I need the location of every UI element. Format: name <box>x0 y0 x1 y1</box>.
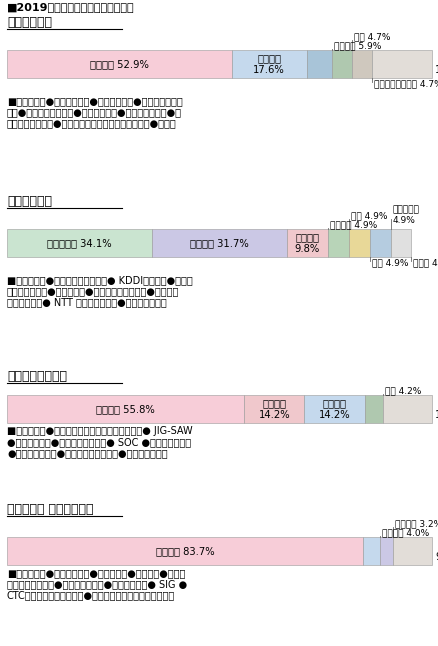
Text: その他
11.6%: その他 11.6% <box>434 398 438 420</box>
Text: 情報通信 55.8%: 情報通信 55.8% <box>96 404 155 414</box>
Text: ●ヨドバシカメラ●ダイヤモンドヘッド●エーエル・ピー: ●ヨドバシカメラ●ダイヤモンドヘッド●エーエル・ピー <box>7 448 167 458</box>
Bar <box>306 50 331 78</box>
Bar <box>331 50 351 78</box>
Bar <box>362 537 379 565</box>
Text: 情報通信 52.9%: 情報通信 52.9% <box>90 59 148 69</box>
Text: サービス 5.9%: サービス 5.9% <box>333 41 380 50</box>
Text: 情報通信 83.7%: 情報通信 83.7% <box>155 546 214 556</box>
Bar <box>7 50 231 78</box>
Text: 製造 4.2%: 製造 4.2% <box>384 386 420 395</box>
Bar <box>371 50 431 78</box>
Text: ■主な就職先●エスシーシー●フリーダム●システナ●ソフト: ■主な就職先●エスシーシー●フリーダム●システナ●ソフト <box>7 568 185 578</box>
Bar <box>328 229 348 257</box>
Text: 卸・小売 31.7%: 卸・小売 31.7% <box>190 238 248 248</box>
Text: 勤労者医療協会●ニチイ学館●愛心メモリアル病院●フクダ電: 勤労者医療協会●ニチイ学館●愛心メモリアル病院●フクダ電 <box>7 286 179 296</box>
Text: 医療・福祉 34.1%: 医療・福祉 34.1% <box>47 238 112 248</box>
Bar <box>231 50 306 78</box>
Text: ■主な就職先●テクノブロ・エンジニアリング社● JIG-SAW: ■主な就職先●テクノブロ・エンジニアリング社● JIG-SAW <box>7 426 192 436</box>
Bar <box>392 537 431 565</box>
Bar <box>379 537 392 565</box>
Text: サービス 4.0%: サービス 4.0% <box>381 528 428 537</box>
Text: 不動産・物品賃貸 4.7%: 不動産・物品賃貸 4.7% <box>373 80 438 89</box>
Text: ■2019年度業種別就職（進路）実績: ■2019年度業種別就職（進路）実績 <box>7 2 134 12</box>
Text: ■主な就職先●サンドラッグブラス● KDDIエボルバ●北海道: ■主な就職先●サンドラッグブラス● KDDIエボルバ●北海道 <box>7 275 192 285</box>
Text: 製造 4.7%: 製造 4.7% <box>353 32 389 41</box>
Text: 金融・保険
4.9%: 金融・保険 4.9% <box>392 206 419 225</box>
Text: サービス
9.8%: サービス 9.8% <box>294 232 319 254</box>
Text: その他
14.2%: その他 14.2% <box>434 53 438 75</box>
Text: 卸・小売
17.6%: 卸・小売 17.6% <box>253 53 284 75</box>
Text: ディ●日本ハウズイング●丸千代山岡家●フラワーヒルズ●マ: ディ●日本ハウズイング●丸千代山岡家●フラワーヒルズ●マ <box>7 107 182 117</box>
Text: CTCシステムマネジメント●富士通データセンターサービス: CTCシステムマネジメント●富士通データセンターサービス <box>7 590 175 600</box>
Text: スターズシステム●エヌ・ティ・ティ・システム開発●ニトリ: スターズシステム●エヌ・ティ・ティ・システム開発●ニトリ <box>7 118 177 128</box>
Bar <box>304 395 364 423</box>
Text: ●エスシーシー●トランスコスモス● SOC ●コープさっぽろ: ●エスシーシー●トランスコスモス● SOC ●コープさっぽろ <box>7 437 191 447</box>
Bar <box>364 395 382 423</box>
Bar <box>7 537 362 565</box>
Bar <box>351 50 371 78</box>
Bar <box>152 229 286 257</box>
Text: 子北海道販売● NTT 東日本札幌病院●札幌徳洲会病院: 子北海道販売● NTT 東日本札幌病院●札幌徳洲会病院 <box>7 297 166 307</box>
Text: 通信教育部 経営情報学部: 通信教育部 経営情報学部 <box>7 503 93 516</box>
Text: その他 4.8%: その他 4.8% <box>412 259 438 268</box>
Bar <box>286 229 328 257</box>
Bar <box>369 229 390 257</box>
Text: サービス
14.2%: サービス 14.2% <box>258 398 290 420</box>
Text: 卸・小売 3.2%: 卸・小売 3.2% <box>395 519 438 528</box>
Bar <box>244 395 304 423</box>
Text: ウェア・サービス●システムシンク●エイジェック● SIG ●: ウェア・サービス●システムシンク●エイジェック● SIG ● <box>7 579 187 589</box>
Bar <box>7 395 244 423</box>
Bar <box>390 229 410 257</box>
Text: 運輸 4.9%: 運輸 4.9% <box>371 259 407 268</box>
Text: その他
9.1%: その他 9.1% <box>434 540 438 562</box>
Bar <box>382 395 431 423</box>
Text: 経営情報学部: 経営情報学部 <box>7 16 52 29</box>
Text: ■主な就職先●電子開発学園●エスシーシー●エイチ・アイ・: ■主な就職先●電子開発学園●エスシーシー●エイチ・アイ・ <box>7 96 182 106</box>
Text: 製造 4.9%: 製造 4.9% <box>350 211 387 220</box>
Bar <box>348 229 369 257</box>
Text: 情報通信 4.9%: 情報通信 4.9% <box>329 220 377 229</box>
Bar <box>7 229 152 257</box>
Text: 情報メディア学部: 情報メディア学部 <box>7 370 67 383</box>
Text: 医療情報学部: 医療情報学部 <box>7 195 52 208</box>
Text: 卸・小売
14.2%: 卸・小売 14.2% <box>318 398 350 420</box>
